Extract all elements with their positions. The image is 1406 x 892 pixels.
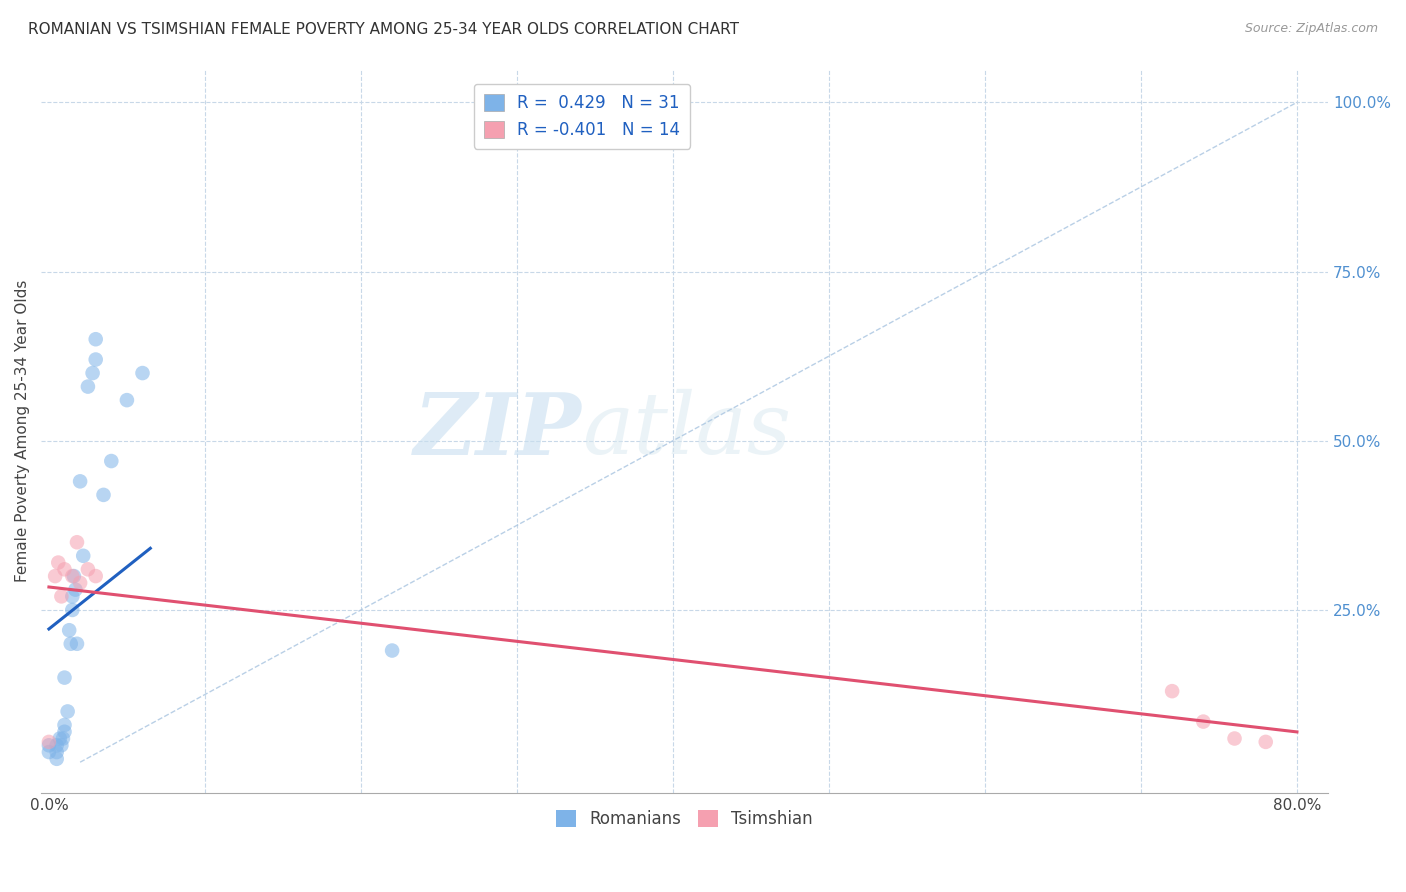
Legend: Romanians, Tsimshian: Romanians, Tsimshian <box>550 804 820 835</box>
Point <box>51 739 73 753</box>
Point <box>69 575 91 590</box>
Point <box>77 562 100 576</box>
Point <box>72 549 94 563</box>
Point <box>45 745 67 759</box>
Point <box>56 705 79 719</box>
Text: ROMANIAN VS TSIMSHIAN FEMALE POVERTY AMONG 25-34 YEAR OLDS CORRELATION CHART: ROMANIAN VS TSIMSHIAN FEMALE POVERTY AMO… <box>28 22 740 37</box>
Point <box>53 724 76 739</box>
Text: atlas: atlas <box>582 389 790 472</box>
Point <box>82 366 104 380</box>
Point <box>60 590 83 604</box>
Point <box>84 569 107 583</box>
Point <box>38 745 60 759</box>
Point <box>44 569 66 583</box>
Point <box>77 379 100 393</box>
Point <box>614 116 637 130</box>
Point <box>1192 714 1215 729</box>
Point <box>66 637 89 651</box>
Point <box>58 624 80 638</box>
Point <box>84 332 107 346</box>
Point <box>38 735 60 749</box>
Text: ZIP: ZIP <box>413 389 582 473</box>
Point <box>131 366 153 380</box>
Point <box>49 731 72 746</box>
Point <box>63 569 86 583</box>
Point <box>51 590 73 604</box>
Point <box>38 739 60 753</box>
Point <box>65 582 87 597</box>
Point <box>53 562 76 576</box>
Point <box>45 752 67 766</box>
Point <box>93 488 115 502</box>
Point <box>69 475 91 489</box>
Point <box>66 535 89 549</box>
Point <box>46 556 69 570</box>
Text: Source: ZipAtlas.com: Source: ZipAtlas.com <box>1244 22 1378 36</box>
Point <box>60 569 83 583</box>
Point <box>53 718 76 732</box>
Point <box>115 393 138 408</box>
Point <box>381 643 404 657</box>
Point <box>45 739 67 753</box>
Point <box>1223 731 1246 746</box>
Point <box>59 637 82 651</box>
Point <box>52 731 75 746</box>
Point <box>53 671 76 685</box>
Point <box>1254 735 1277 749</box>
Point <box>60 603 83 617</box>
Point <box>84 352 107 367</box>
Point <box>1161 684 1184 698</box>
Y-axis label: Female Poverty Among 25-34 Year Olds: Female Poverty Among 25-34 Year Olds <box>15 279 30 582</box>
Point <box>100 454 122 468</box>
